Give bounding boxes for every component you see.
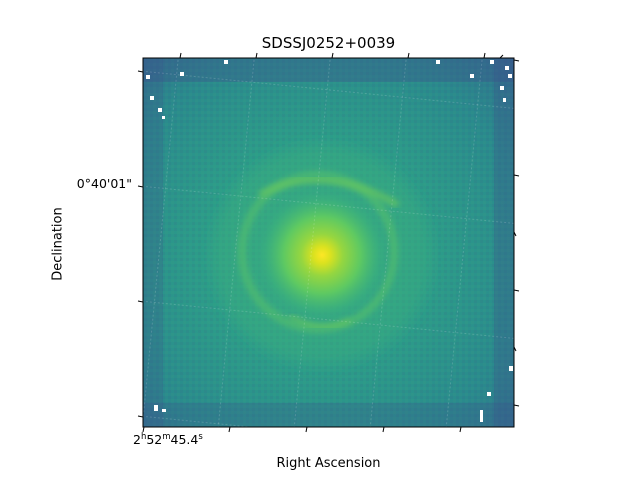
x-tick-hours: 2 xyxy=(133,432,141,447)
x-tick-minutes: 52 xyxy=(146,432,163,447)
y-tick-label: 0°40'01" xyxy=(76,176,132,191)
tick-marks xyxy=(137,52,520,433)
x-axis-label: Right Ascension xyxy=(276,456,381,471)
x-tick-seconds-unit: s xyxy=(198,432,203,442)
galaxy-core xyxy=(252,185,392,325)
x-tick-label: 2h52m45.4s xyxy=(133,432,203,447)
masked-pixels xyxy=(146,60,513,422)
plot-title: SDSSJ0252+0039 xyxy=(261,34,396,52)
sky-image xyxy=(143,58,514,427)
y-axis-label: Declination xyxy=(50,207,66,281)
x-tick-seconds: 45.4 xyxy=(170,432,199,447)
x-tick-minutes-unit: m xyxy=(162,432,171,442)
coordinate-grid xyxy=(143,58,514,427)
axes-frame xyxy=(142,57,515,428)
x-tick-hours-unit: h xyxy=(140,432,147,442)
